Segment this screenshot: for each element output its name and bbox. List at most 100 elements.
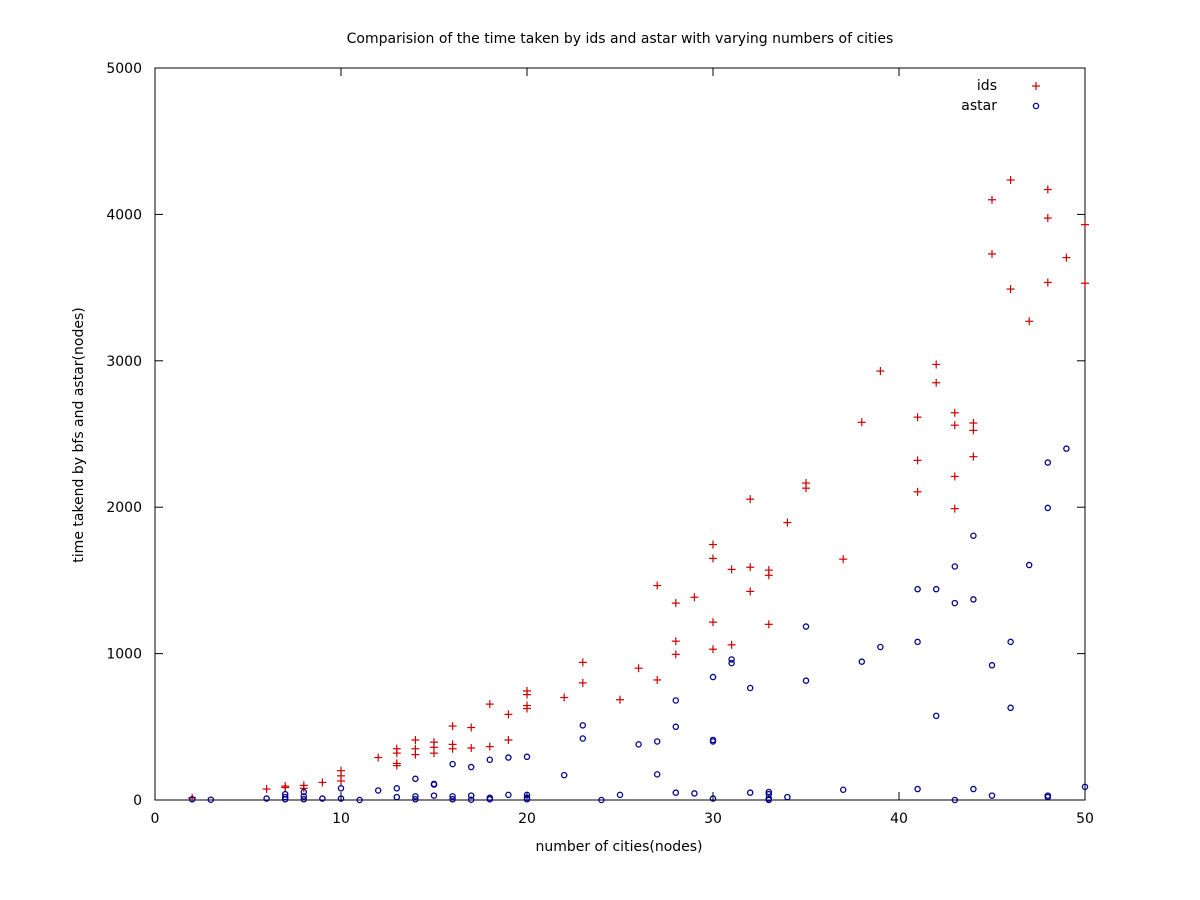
astar-data-point (579, 722, 587, 729)
astar-data-point (914, 638, 921, 646)
astar-data-point (970, 785, 977, 793)
astar-data-point (449, 760, 456, 768)
ids-data-point (857, 418, 866, 427)
ids-data-point (448, 744, 457, 753)
ids-data-point (709, 554, 717, 563)
astar-data-point (263, 795, 270, 802)
ids-data-point (671, 599, 680, 608)
astar-data-point (337, 795, 345, 802)
ids-data-point (448, 722, 457, 731)
ids-data-point (783, 518, 792, 527)
ids-data-point (950, 504, 959, 513)
y-tick-label: 0 (133, 793, 142, 809)
astar-data-point (449, 796, 456, 803)
ids-data-point (411, 750, 420, 759)
astar-data-point (709, 673, 717, 681)
ids-data-point (764, 620, 773, 629)
astar-data-point (746, 684, 754, 692)
ids-data-point (467, 744, 476, 753)
ids-data-point (485, 742, 494, 751)
ids-data-point (1043, 185, 1052, 194)
astar-data-point (746, 789, 754, 796)
astar-data-point (505, 791, 512, 799)
astar-data-point (635, 741, 642, 748)
ids-data-point (318, 778, 327, 787)
series-layer (188, 175, 1089, 804)
astar-data-point (1044, 793, 1052, 801)
astar-data-point (300, 796, 308, 803)
ids-data-point (950, 421, 959, 430)
legend-marker-astar (1032, 102, 1040, 110)
y-tick-label: 4000 (106, 207, 142, 223)
astar-data-point (1044, 459, 1052, 466)
astar-data-point (374, 787, 382, 794)
ids-data-point (1081, 279, 1089, 288)
ids-data-point (969, 419, 978, 428)
ids-data-point (709, 645, 717, 654)
astar-data-point (281, 796, 289, 803)
astar-data-point (709, 795, 717, 802)
astar-data-point (802, 623, 810, 630)
astar-data-point (505, 754, 512, 761)
series-ids (188, 175, 1089, 802)
astar-data-point (188, 796, 196, 803)
astar-data-point (877, 643, 884, 651)
axis-ticks (154, 67, 1086, 801)
ids-data-point (913, 456, 922, 465)
ids-data-point (634, 664, 643, 673)
astar-data-point (356, 796, 363, 804)
astar-data-point (672, 697, 680, 704)
astar-data-point (765, 796, 773, 804)
astar-data-point (300, 793, 308, 800)
astar-data-point (691, 790, 698, 797)
ids-data-point (764, 571, 773, 580)
ids-data-point (709, 540, 717, 549)
astar-data-point (486, 756, 494, 763)
astar-data-point (858, 658, 866, 665)
astar-data-point (784, 793, 791, 801)
astar-data-point (393, 793, 401, 801)
astar-data-point (523, 753, 531, 761)
y-axis-tick-labels: 0 1000 2000 3000 4000 5000 (106, 61, 142, 809)
ids-data-point (671, 650, 680, 659)
ids-data-point (653, 675, 662, 684)
astar-data-point (765, 790, 773, 798)
astar-data-point (914, 785, 921, 793)
ids-data-point (1006, 175, 1015, 184)
astar-data-point (560, 771, 568, 779)
ids-data-point (411, 735, 420, 744)
ids-data-point (969, 426, 978, 435)
ids-data-point (578, 658, 587, 667)
astar-data-point (988, 792, 996, 799)
ids-data-point (299, 784, 308, 793)
x-axis-title: number of cities(nodes) (535, 839, 702, 855)
legend: ids astar (961, 78, 1040, 114)
astar-data-point (970, 532, 977, 539)
legend-marker-ids (1032, 82, 1040, 90)
y-tick-label: 3000 (106, 354, 142, 370)
legend-label-astar: astar (961, 98, 997, 114)
ids-data-point (485, 700, 494, 709)
ids-data-point (430, 749, 438, 758)
ids-data-point (950, 408, 959, 417)
ids-data-point (1081, 220, 1089, 229)
ids-data-point (988, 249, 996, 258)
astar-data-point (653, 771, 661, 778)
ids-data-point (1006, 285, 1015, 294)
x-axis-tick-labels: 0 10 20 30 40 50 (151, 811, 1094, 827)
astar-data-point (672, 789, 680, 796)
legend-markers (1032, 82, 1040, 110)
ids-data-point (671, 637, 680, 646)
ids-data-point (690, 593, 699, 602)
chart-title: Comparision of the time taken by ids and… (347, 31, 894, 47)
astar-data-point (412, 796, 419, 803)
ids-data-point (839, 555, 848, 564)
ids-data-point (281, 783, 290, 792)
astar-data-point (337, 785, 345, 792)
ids-data-point (746, 563, 755, 572)
x-tick-label: 20 (518, 811, 536, 827)
ids-data-point (746, 587, 755, 596)
ids-data-point (523, 704, 531, 713)
y-tick-label: 5000 (106, 61, 142, 77)
